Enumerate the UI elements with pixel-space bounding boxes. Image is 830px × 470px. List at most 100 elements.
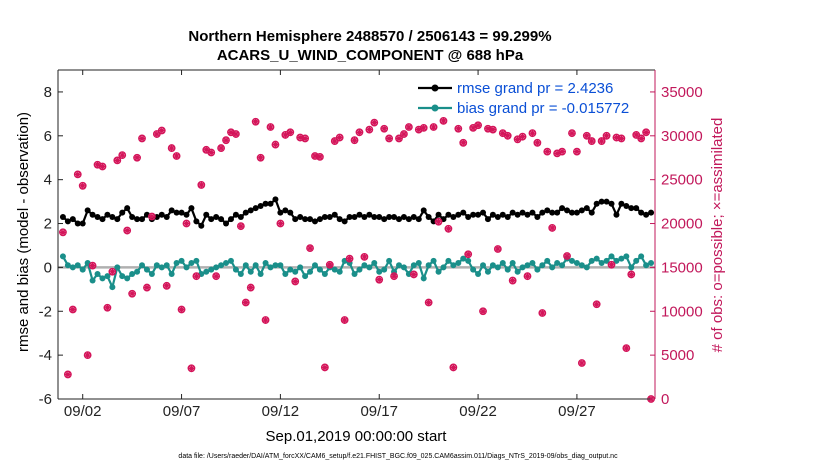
rmse-point [465,213,472,220]
obs-point [508,276,517,285]
bias-point [321,270,328,277]
y-left-tick-label: 8 [44,84,52,101]
obs-assimilated-marker [533,139,541,147]
rmse-point [623,202,630,209]
obs-assimilated-marker [395,134,403,142]
obs-point [380,124,389,133]
bias-point [410,262,417,269]
obs-assimilated-marker [360,253,368,261]
bias-point [504,266,511,273]
rmse-point [578,207,585,214]
legend-label: bias grand pr = -0.015772 [457,100,629,117]
rmse-point [489,211,496,218]
bias-point [311,262,318,269]
bias-point [272,262,279,269]
obs-assimilated-marker [489,126,497,134]
rmse-point [613,211,620,218]
data-file-footer: data file: /Users/raeder/DAI/ATM_forcXX/… [178,453,618,460]
bias-point [573,260,580,267]
obs-point [316,152,324,161]
rmse-point [114,216,121,223]
rmse-series [59,196,655,229]
legend-marker [431,84,439,92]
bias-point [623,253,630,260]
rmse-point [163,213,170,220]
obs-assimilated-marker [316,153,324,161]
obs-point [632,131,641,139]
rmse-point [321,213,328,220]
rmse-point [139,216,146,223]
x-tick-label: 09/02 [64,403,102,420]
obs-point [523,272,532,281]
obs-point [59,228,67,237]
rmse-point [168,207,175,214]
obs-assimilated-marker [182,220,190,228]
obs-point [236,222,245,231]
obs-assimilated-marker [617,134,625,142]
rmse-point [262,200,269,207]
bias-point [227,257,234,264]
obs-assimilated-marker [222,136,230,144]
rmse-point [603,198,610,205]
obs-assimilated-marker [202,146,210,154]
rmse-point [519,209,526,216]
bias-point [69,264,76,271]
obs-assimilated-marker [469,124,477,132]
obs-point [533,138,542,147]
obs-point [133,153,141,162]
obs-point [577,359,586,367]
obs-assimilated-marker [430,123,438,131]
obs-point [256,153,265,162]
bias-point [158,264,165,271]
obs-assimilated-marker [148,213,156,221]
obs-point [587,137,596,145]
obs-assimilated-marker [74,170,82,178]
bias-point [124,275,131,282]
obs-point [266,123,275,131]
rmse-point [534,213,541,220]
bias-point [420,275,427,282]
obs-assimilated-marker [123,227,131,235]
rmse-point [554,209,561,216]
obs-point [167,144,176,152]
obs-point [73,170,82,179]
rmse-point [400,213,407,220]
rmse-point [499,211,506,218]
obs-assimilated-marker [380,125,388,133]
obs-assimilated-marker [612,134,620,142]
rmse-point [64,218,71,225]
obs-point [592,300,601,309]
bias-point [168,270,175,277]
obs-assimilated-marker [262,316,270,324]
obs-point [301,134,310,143]
bias-point [316,266,323,273]
obs-assimilated-marker [425,298,433,306]
rmse-point [158,211,165,218]
rmse-point [119,209,126,216]
rmse-point [480,209,487,216]
rmse-point [252,205,259,212]
rmse-point [643,211,650,218]
obs-assimilated-marker [301,134,309,142]
bias-point [544,257,551,264]
bias-point [257,270,264,277]
y-axis-label-left: rmse and bias (model - observation) [15,112,32,352]
rmse-point [336,216,343,223]
obs-assimilated-marker [509,277,517,285]
rmse-point [445,211,452,218]
obs-assimilated-marker [444,225,452,233]
rmse-point [475,211,482,218]
rmse-point [104,211,111,218]
obs-assimilated-marker [138,134,146,142]
rmse-point [396,216,403,223]
obs-point [68,305,77,314]
rmse-point [193,218,200,225]
rmse-point [232,211,239,218]
bias-point [178,257,185,264]
obs-assimilated-marker [242,298,250,306]
bias-point [470,266,477,273]
rmse-point [237,213,244,220]
bias-point [302,273,309,280]
obs-point [157,126,166,135]
bias-point [524,262,531,269]
